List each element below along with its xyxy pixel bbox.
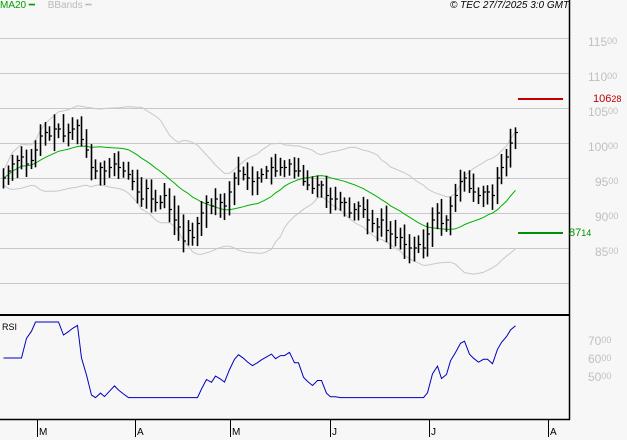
x-axis-label: J	[431, 427, 436, 438]
support-int: 87	[569, 227, 582, 239]
price-axis-label: 11500	[588, 35, 618, 49]
resistance-dec: 28	[611, 94, 622, 104]
price-axis-label: 10000	[588, 140, 619, 154]
x-axis-label: J	[332, 427, 337, 438]
support-level-label: 8714	[569, 227, 591, 239]
x-axis-label: A	[137, 427, 144, 438]
chart-legend: MA20 ━ BBands ━	[0, 0, 92, 12]
copyright-timestamp: © TEC 27/7/2025 3:0 GMT	[450, 0, 570, 11]
x-axis-ticks	[37, 420, 549, 437]
legend-ma20[interactable]: MA20 ━	[0, 0, 35, 11]
legend-bbands[interactable]: BBands ━	[47, 0, 92, 11]
bollinger-bands	[3, 105, 516, 275]
chart-frame	[0, 0, 571, 421]
support-dec: 14	[581, 228, 592, 238]
x-axis-label: A	[550, 427, 557, 438]
rsi-axis-60: 6000	[588, 352, 612, 366]
rsi-title: RSI	[2, 322, 18, 332]
price-axis-label: 11000	[588, 70, 618, 84]
price-axis-label: 9000	[595, 210, 619, 224]
rsi-axis-70: 7000	[588, 334, 612, 348]
price-levels	[518, 98, 563, 235]
ma20-line	[3, 145, 516, 230]
x-axis-label: M	[232, 427, 241, 438]
price-axis-label: 8500	[595, 245, 619, 259]
resistance-int: 106	[593, 93, 612, 105]
legend-ma20-label: MA20	[0, 0, 27, 11]
price-axis-label: 9500	[595, 175, 619, 189]
x-axis-label: M	[39, 427, 48, 438]
rsi-line	[3, 321, 516, 399]
price-axis-label: 10500	[588, 105, 619, 119]
ohlc-bars	[2, 114, 518, 264]
rsi-axis-50: 5000	[588, 370, 612, 384]
legend-bbands-label: BBands	[47, 0, 83, 11]
resistance-level-label: 10628	[593, 93, 621, 105]
